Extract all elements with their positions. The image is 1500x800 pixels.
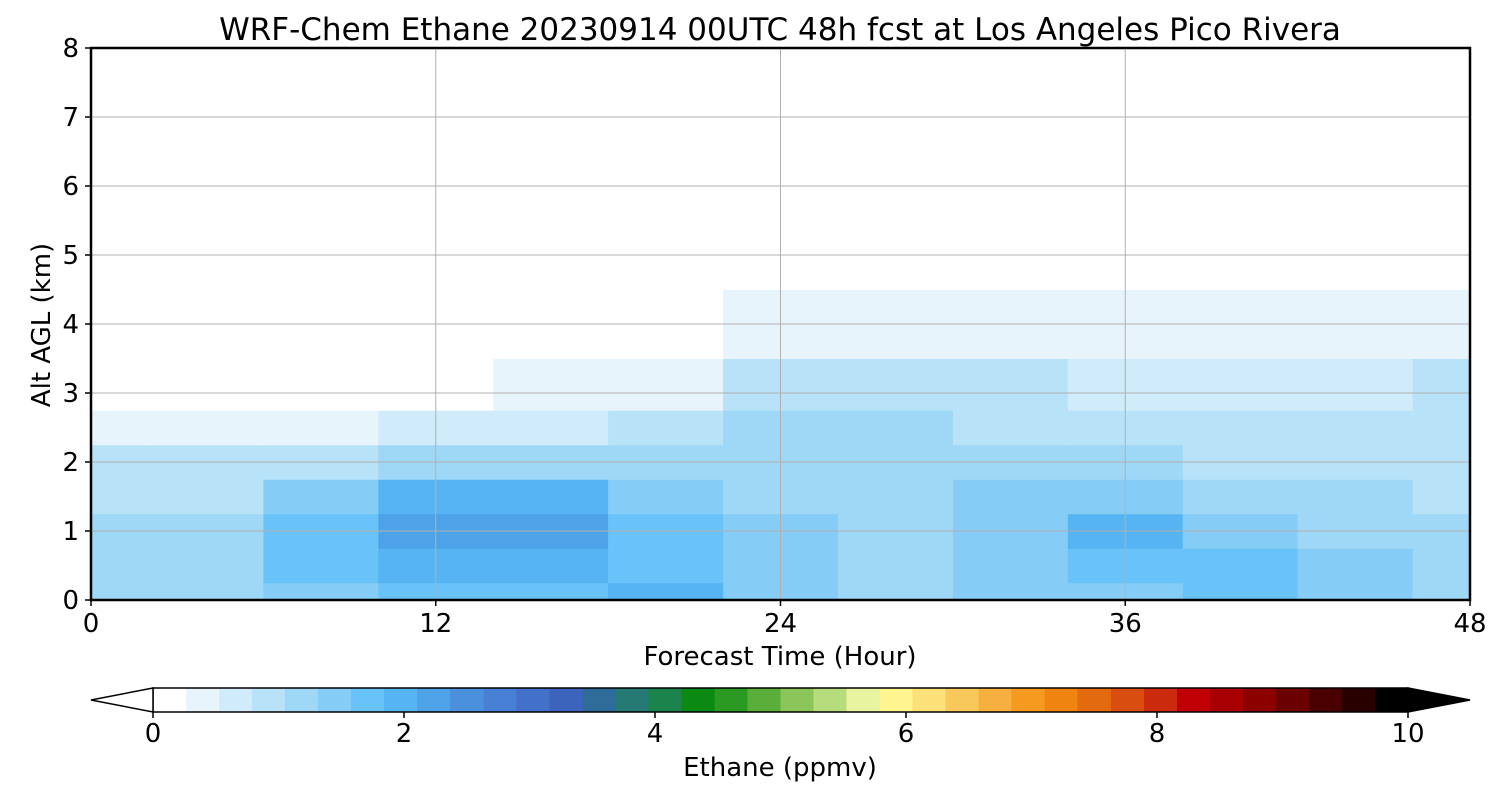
heatmap-cell bbox=[952, 479, 1069, 515]
colorbar-tick-label: 8 bbox=[1149, 719, 1166, 749]
heatmap-cell bbox=[952, 548, 1069, 584]
heatmap-cell bbox=[91, 358, 149, 411]
heatmap-cell bbox=[148, 410, 264, 446]
heatmap-cell bbox=[1297, 548, 1414, 584]
colorbar-tick-label: 10 bbox=[1391, 719, 1424, 749]
colorbar: 0 2 4 6 8 10 Ethane (ppmv) bbox=[90, 687, 1471, 783]
heatmap-cell bbox=[91, 479, 149, 515]
heatmap-cell bbox=[1412, 582, 1470, 600]
heatmap-cell bbox=[263, 358, 379, 411]
heatmap-cells bbox=[91, 48, 1470, 600]
x-tick-label: 36 bbox=[1109, 609, 1142, 639]
heatmap-cell bbox=[263, 410, 379, 446]
heatmap-cell bbox=[148, 548, 264, 584]
heatmap-cell bbox=[91, 548, 149, 584]
colorbar-tick-label: 6 bbox=[898, 719, 915, 749]
x-tick-label: 0 bbox=[83, 609, 100, 639]
heatmap-cell bbox=[1297, 358, 1414, 411]
colorbar-extend-min bbox=[90, 687, 154, 713]
heatmap-cell bbox=[837, 548, 954, 584]
heatmap-cell bbox=[493, 582, 609, 600]
heatmap-cell bbox=[91, 582, 149, 600]
heatmap-cell bbox=[493, 479, 609, 515]
y-tick-label: 1 bbox=[62, 517, 79, 547]
heatmap-cell bbox=[1182, 48, 1299, 83]
heatmap-cell bbox=[493, 410, 609, 446]
heatmap-cell bbox=[148, 582, 264, 600]
plot-area bbox=[91, 48, 1470, 600]
heatmap-cell bbox=[952, 410, 1069, 446]
heatmap-cell bbox=[1412, 358, 1470, 411]
heatmap-cell bbox=[837, 358, 954, 411]
heatmap-cell bbox=[1182, 410, 1299, 446]
y-tick-label: 8 bbox=[62, 34, 79, 64]
heatmap-cell bbox=[1297, 410, 1414, 446]
y-axis-label: Alt AGL (km) bbox=[27, 243, 57, 407]
grid-lines bbox=[91, 48, 1470, 600]
heatmap-cell bbox=[608, 548, 724, 584]
heatmap-cell bbox=[148, 358, 264, 411]
heatmap-cell bbox=[263, 479, 379, 515]
x-axis-ticks: 0 12 24 36 48 bbox=[83, 600, 1487, 639]
heatmap-cell bbox=[1182, 358, 1299, 411]
heatmap-cell bbox=[148, 479, 264, 515]
heatmap-cell bbox=[1297, 582, 1414, 600]
y-tick-label: 4 bbox=[62, 310, 79, 340]
heatmap-cell bbox=[263, 582, 379, 600]
heatmap-cell bbox=[837, 48, 954, 83]
heatmap-cell bbox=[837, 410, 954, 446]
colorbar-tick-label: 2 bbox=[396, 719, 413, 749]
chart-title: WRF-Chem Ethane 20230914 00UTC 48h fcst … bbox=[219, 12, 1341, 48]
y-tick-label: 5 bbox=[62, 241, 79, 271]
heatmap-cell bbox=[148, 48, 264, 83]
heatmap-cell bbox=[608, 479, 724, 515]
heatmap-cell bbox=[1297, 48, 1414, 83]
heatmap-cell bbox=[1412, 410, 1470, 446]
heatmap-cell bbox=[1412, 548, 1470, 584]
heatmap-cell bbox=[1182, 479, 1299, 515]
colorbar-body bbox=[152, 687, 1409, 713]
colorbar-label: Ethane (ppmv) bbox=[683, 753, 877, 783]
heatmap-cell bbox=[952, 48, 1069, 83]
heatmap-cell bbox=[493, 548, 609, 584]
heatmap-cell bbox=[608, 358, 724, 411]
colorbar-extend-max bbox=[1407, 687, 1471, 713]
heatmap-cell bbox=[493, 358, 609, 411]
y-tick-label: 3 bbox=[62, 379, 79, 409]
heatmap-cell bbox=[1412, 48, 1470, 83]
heatmap-cell bbox=[91, 410, 149, 446]
y-tick-label: 6 bbox=[62, 172, 79, 202]
y-tick-label: 2 bbox=[62, 448, 79, 478]
heatmap-cell bbox=[952, 358, 1069, 411]
x-tick-label: 12 bbox=[419, 609, 452, 639]
heatmap-cell bbox=[263, 548, 379, 584]
heatmap-cell bbox=[952, 582, 1069, 600]
x-tick-label: 48 bbox=[1453, 609, 1486, 639]
y-axis-ticks: 0 1 2 3 4 5 6 7 8 bbox=[62, 34, 91, 616]
y-tick-label: 7 bbox=[62, 103, 79, 133]
heatmap-cell bbox=[493, 48, 609, 83]
heatmap-cell bbox=[91, 48, 149, 83]
heatmap-cell bbox=[837, 582, 954, 600]
x-axis-label: Forecast Time (Hour) bbox=[643, 642, 916, 672]
heatmap-cell bbox=[608, 48, 724, 83]
heatmap-cell bbox=[1182, 582, 1299, 600]
colorbar-tick-label: 4 bbox=[647, 719, 664, 749]
heatmap-cell bbox=[1297, 479, 1414, 515]
heatmap-cell bbox=[608, 410, 724, 446]
colorbar-tick-label: 0 bbox=[145, 719, 162, 749]
heatmap-cell bbox=[1182, 548, 1299, 584]
y-tick-label: 0 bbox=[62, 586, 79, 616]
heatmap-cell bbox=[837, 479, 954, 515]
heatmap-cell bbox=[1412, 479, 1470, 515]
heatmap-cell bbox=[263, 48, 379, 83]
x-tick-label: 24 bbox=[764, 609, 797, 639]
colorbar-ticks: 0 2 4 6 8 10 bbox=[145, 712, 1425, 749]
heatmap-cell bbox=[608, 582, 724, 600]
